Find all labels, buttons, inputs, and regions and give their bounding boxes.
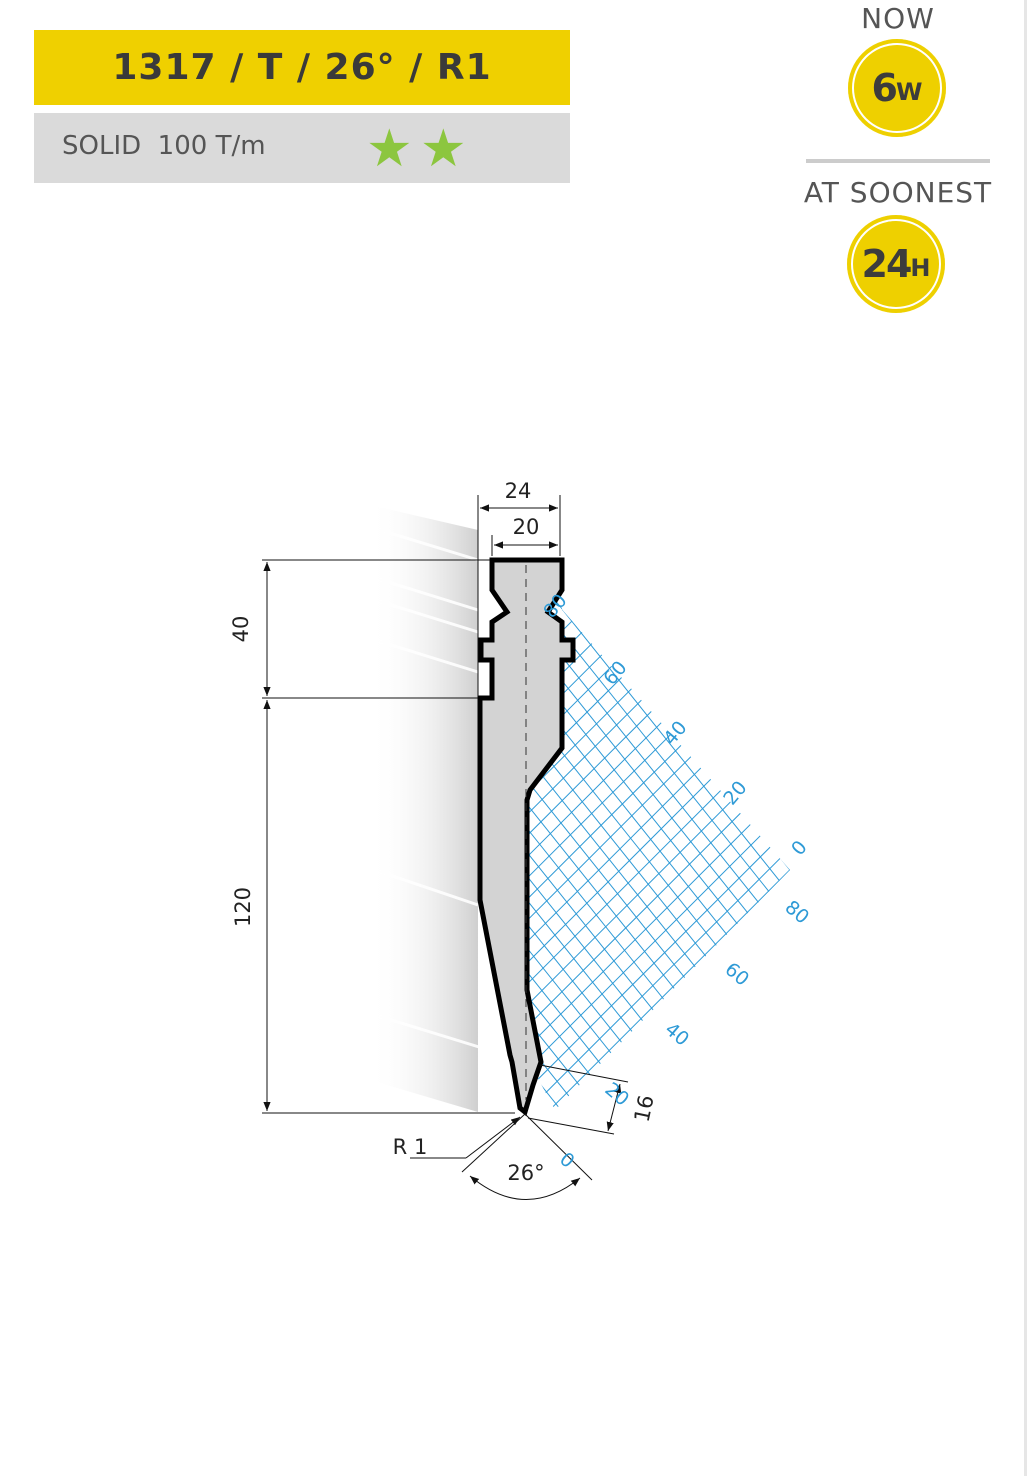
grid-lower-labels: 80 60 40 20 0 xyxy=(555,896,813,1173)
dim-angle: 26° xyxy=(507,1161,544,1185)
star-icon: ★ xyxy=(420,119,467,179)
grid-line xyxy=(640,590,790,930)
grid-line xyxy=(534,590,790,1014)
grid-line xyxy=(605,590,790,958)
dim-tip-height: 16 xyxy=(630,1093,659,1124)
grid-line xyxy=(593,590,790,967)
grid-label: 40 xyxy=(659,717,691,750)
grid-label: 60 xyxy=(721,958,754,990)
machine-shading xyxy=(370,505,478,1112)
grid-line xyxy=(590,800,790,1110)
grid-label: 20 xyxy=(601,1078,634,1110)
grid-label: 0 xyxy=(555,1148,578,1173)
star-icon: ★ xyxy=(366,119,413,179)
dimension-lines xyxy=(262,495,629,1200)
grid-label: 20 xyxy=(719,777,751,810)
grid-line xyxy=(611,821,790,1110)
grid-line xyxy=(569,590,790,986)
tool-spec: SOLID 100 T/m xyxy=(62,131,266,161)
page-border xyxy=(1024,0,1027,1476)
divider xyxy=(806,159,990,163)
grid-line xyxy=(581,590,790,976)
grid-label: 0 xyxy=(787,836,812,859)
soonest-value: 24 xyxy=(861,242,913,286)
grid-line xyxy=(651,590,790,921)
soonest-unit: H xyxy=(910,254,931,282)
grid-line xyxy=(528,725,790,1110)
spec-bar: SOLID 100 T/m ★ ★ xyxy=(34,113,570,183)
grid-line xyxy=(528,590,790,1023)
grid-label: 40 xyxy=(661,1018,694,1050)
now-value: 6 xyxy=(871,66,898,110)
dim-upper-height: 40 xyxy=(229,616,253,643)
grid-line xyxy=(568,778,790,1110)
shading-streaks xyxy=(374,528,506,1057)
dim-inner-width: 20 xyxy=(513,515,540,539)
grid-line xyxy=(528,683,790,1081)
now-label: NOW xyxy=(861,2,935,35)
grid-label: 80 xyxy=(781,896,814,928)
soonest-label: AT SOONEST xyxy=(803,176,993,209)
grid-line xyxy=(528,736,790,1110)
grid-upper-labels: 80 60 40 20 0 xyxy=(539,590,812,860)
tool-title-bar: 1317 / T / 26° / R1 xyxy=(34,30,570,105)
grid-line xyxy=(558,590,790,995)
dim-radius: R 1 xyxy=(393,1135,428,1159)
grid-line xyxy=(663,590,790,911)
grid-line xyxy=(632,842,790,1110)
tool-title: 1317 / T / 26° / R1 xyxy=(112,47,492,88)
dim-total-width: 24 xyxy=(505,479,532,503)
dim-lower-height: 120 xyxy=(231,887,255,927)
grid-line xyxy=(675,590,790,902)
grid-line xyxy=(528,593,790,1032)
soonest-delivery-badge: 24 H xyxy=(847,215,945,313)
grid-line xyxy=(600,810,790,1110)
grid-line xyxy=(528,715,790,1110)
now-unit: W xyxy=(895,78,923,106)
grid-line xyxy=(528,704,790,1102)
grid-line xyxy=(528,694,790,1091)
